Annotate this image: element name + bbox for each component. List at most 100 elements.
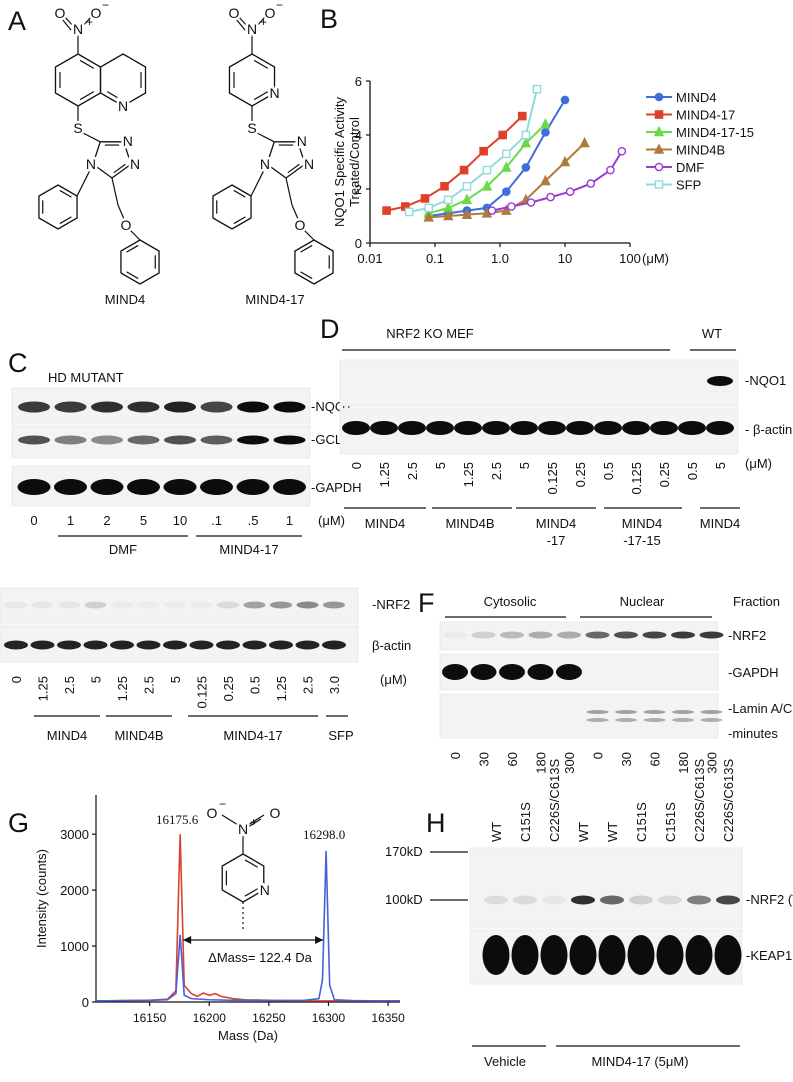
x-tick-label: 1.0	[491, 251, 509, 266]
group-label: MIND4	[622, 516, 662, 531]
double-bond	[59, 189, 72, 198]
rule	[254, 15, 267, 29]
blot-band	[538, 421, 566, 435]
lane-label: 5	[517, 462, 532, 469]
rule	[247, 814, 265, 826]
blot-band	[243, 601, 266, 609]
row-label: -NRF2	[372, 597, 410, 612]
atom-label: N	[130, 156, 140, 172]
blot-band	[164, 435, 196, 445]
row-label: -Lamin A/C	[728, 701, 792, 716]
unit-label: (μM)	[745, 456, 772, 471]
rule	[291, 204, 299, 220]
rule	[76, 163, 94, 197]
blot-band	[685, 935, 713, 975]
ring	[38, 184, 78, 230]
blot-band	[615, 710, 637, 714]
blot-band	[90, 479, 124, 495]
group-label: MIND4B	[445, 516, 494, 531]
group-label: MIND4-17 (5μM)	[591, 1054, 688, 1069]
blot-band	[5, 601, 27, 609]
blot-band	[511, 935, 539, 975]
lane-label: 5	[433, 462, 448, 469]
blot-band	[513, 895, 537, 905]
ring	[212, 184, 252, 230]
lane-label: 0.25	[657, 462, 672, 487]
blot-band	[678, 421, 706, 435]
group-label: DMF	[109, 542, 137, 557]
blot-band	[658, 895, 682, 905]
lane-label: C151S	[518, 802, 533, 842]
atom-label: N	[247, 21, 257, 37]
row-label: -GAPDH	[728, 665, 779, 680]
y-axis-label: Treated/Control	[347, 117, 362, 207]
blot-band	[322, 640, 346, 650]
charge: −	[102, 0, 109, 12]
atom-label: O	[270, 805, 281, 821]
blot-band	[111, 602, 133, 609]
spectrum-line	[95, 834, 400, 1002]
blot-band	[164, 602, 186, 609]
lane-label: 2.5	[405, 462, 420, 480]
marker	[653, 125, 665, 137]
blot-band	[127, 401, 160, 413]
row-label: β-actin	[372, 638, 411, 653]
marker	[526, 198, 536, 207]
panel-letter: B	[320, 4, 338, 34]
lane-label: 1	[67, 513, 74, 528]
panel-header: Cytosolic	[484, 594, 537, 609]
legend-label: DMF	[676, 160, 704, 175]
y-tick-label: 6	[355, 74, 362, 89]
lane-label: 2.5	[489, 462, 504, 480]
blot-band	[598, 935, 626, 975]
blot-band	[54, 401, 87, 413]
blot-band	[91, 435, 123, 445]
blot-band	[295, 640, 320, 650]
atom-label: O	[295, 217, 306, 233]
charge: −	[219, 797, 226, 811]
x-tick-label: 10	[558, 251, 572, 266]
lane-label: 5	[140, 513, 147, 528]
marker	[462, 181, 472, 191]
marker	[443, 195, 453, 205]
lane-label: .5	[248, 513, 259, 528]
lane-label: 180	[676, 752, 691, 774]
lane-label: WT	[576, 822, 591, 842]
blot-band	[556, 664, 582, 680]
blot-band	[499, 664, 525, 680]
blot-band	[4, 640, 28, 650]
rule	[285, 177, 293, 206]
blot-band	[30, 640, 55, 650]
marker	[654, 162, 664, 172]
ring	[221, 853, 265, 903]
blot-band	[707, 376, 733, 386]
marker	[517, 111, 527, 121]
marker	[461, 193, 473, 205]
atom-label: N	[86, 156, 96, 172]
x-axis-label: Mass (Da)	[218, 1028, 278, 1043]
lane-label: 0	[30, 513, 37, 528]
marker	[560, 95, 570, 105]
atom-label: N	[123, 133, 133, 149]
marker	[521, 130, 531, 140]
rule	[111, 177, 119, 206]
blot-band	[627, 935, 655, 975]
rule	[250, 163, 268, 197]
atom-label: O	[265, 5, 276, 21]
blot-band	[54, 479, 87, 495]
double-bond	[126, 244, 139, 253]
lane-label: 5	[713, 462, 728, 469]
legend-label: MIND4-17-15	[676, 125, 754, 140]
lane-label: 60	[505, 752, 520, 766]
marker	[404, 207, 414, 217]
blot-band	[236, 479, 270, 495]
blot-band	[237, 401, 269, 413]
marker	[501, 161, 512, 172]
blot-band	[443, 632, 467, 639]
blot-band	[706, 421, 734, 435]
atom-label: N	[238, 821, 248, 837]
rule	[237, 15, 250, 29]
legend-label: SFP	[676, 178, 701, 193]
lane-label: 0	[448, 752, 463, 759]
lane-label: C226S/C613S	[721, 759, 736, 842]
